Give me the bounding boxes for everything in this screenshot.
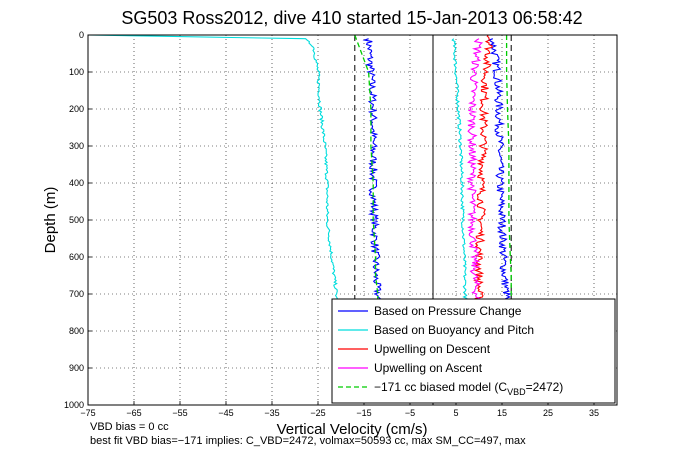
x-tick-label: 25: [543, 408, 553, 418]
y-tick-label: 100: [69, 67, 84, 77]
x-tick-label: −45: [218, 408, 233, 418]
series-layer: [87, 34, 514, 332]
legend-label-subscript: VBD: [507, 387, 526, 397]
series-line: [362, 38, 383, 317]
y-tick-label: 700: [69, 289, 84, 299]
x-tick-label: 35: [589, 408, 599, 418]
x-tick-label: 5: [453, 408, 458, 418]
best-fit-note: best fit VBD bias=−171 implies: C_VBD=24…: [90, 435, 526, 447]
series-line: [354, 34, 379, 317]
legend-box: [331, 298, 616, 404]
legend-label: Upwelling on Descent: [374, 342, 491, 356]
y-tick-label: 500: [69, 215, 84, 225]
y-tick-label: 0: [79, 30, 84, 40]
series-line: [487, 38, 514, 317]
axis-ticks: −75 −65 −55 −45 −35 −25 −15 −5 5 15 25 350100200300…: [64, 30, 599, 418]
y-tick-label: 900: [69, 363, 84, 373]
y-tick-label: 600: [69, 252, 84, 262]
x-tick-label: −25: [310, 408, 325, 418]
y-tick-label: 200: [69, 104, 84, 114]
series-line: [466, 38, 484, 317]
y-tick-label: 300: [69, 141, 84, 151]
x-tick-label: −65: [126, 408, 141, 418]
series-line: [505, 35, 512, 317]
x-tick-label: −55: [172, 408, 187, 418]
legend-label: Based on Pressure Change: [374, 304, 522, 318]
vbd-bias-note: VBD bias = 0 cc: [90, 421, 169, 433]
legend-label: Based on Buoyancy and Pitch: [374, 323, 534, 337]
chart-title: SG503 Ross2012, dive 410 started 15-Jan-…: [121, 8, 582, 28]
y-tick-label: 1000: [64, 400, 84, 410]
series-line: [87, 34, 339, 332]
series-line: [472, 34, 493, 317]
y-tick-label: 400: [69, 178, 84, 188]
legend-label-main: −171 cc biased model (C: [374, 380, 507, 394]
series-line: [451, 38, 468, 317]
legend-label: Upwelling on Ascent: [374, 361, 483, 375]
legend: Based on Pressure Change Based on Buoyanc…: [331, 298, 616, 404]
y-axis-label: Depth (m): [42, 187, 59, 254]
x-tick-label: 15: [497, 408, 507, 418]
x-tick-label: −15: [356, 408, 371, 418]
legend-label: −171 cc biased model (CVBD=2472): [374, 380, 563, 397]
legend-label-tail: =2472): [526, 380, 564, 394]
y-tick-label: 800: [69, 326, 84, 336]
x-tick-label: −35: [264, 408, 279, 418]
x-tick-label: −5: [405, 408, 415, 418]
x-axis-label: Vertical Velocity (cm/s): [277, 421, 428, 438]
x-tick-label: −75: [80, 408, 95, 418]
